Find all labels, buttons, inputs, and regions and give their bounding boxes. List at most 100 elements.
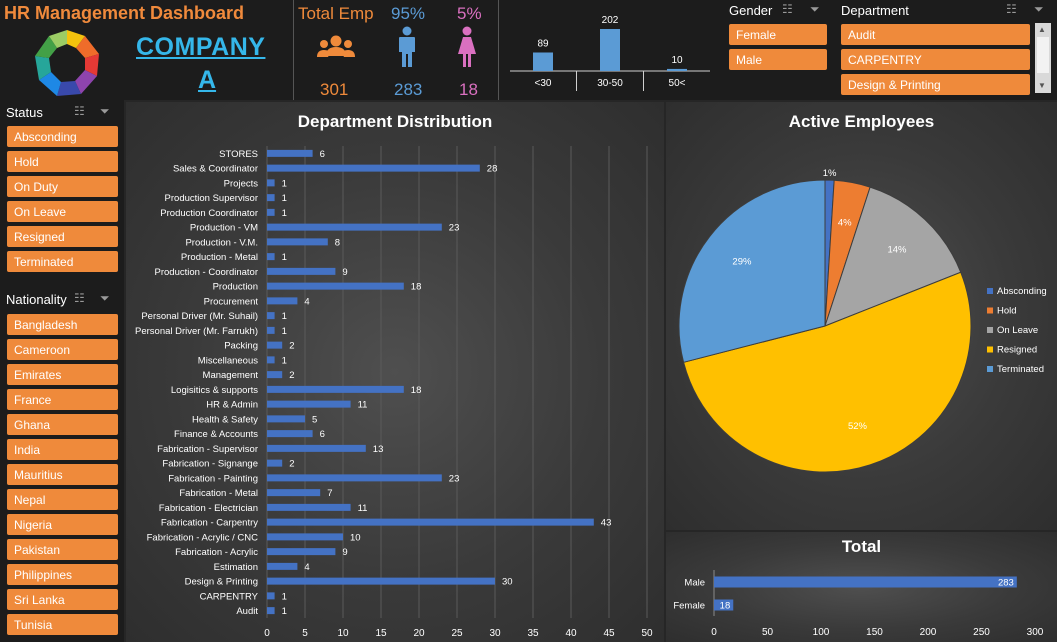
department-category-label: Projects — [224, 178, 259, 189]
department-value-label: 10 — [350, 532, 361, 543]
legend-swatch-on-leave — [987, 327, 993, 333]
scrollbar-thumb[interactable] — [1037, 37, 1049, 73]
nationality-option-emirates[interactable]: Emirates — [7, 364, 118, 385]
scroll-up-icon[interactable]: ▲ — [1038, 25, 1046, 34]
nationality-option-nepal[interactable]: Nepal — [7, 489, 118, 510]
department-value-label: 4 — [304, 296, 309, 307]
department-bar-stores — [267, 149, 313, 157]
total-value-label: 283 — [998, 578, 1014, 589]
multiselect-icon[interactable]: ☷ — [782, 2, 793, 16]
total-x-tick: 100 — [813, 627, 830, 638]
department-category-label: Fabrication - Painting — [168, 473, 258, 484]
nationality-option-mauritius[interactable]: Mauritius — [7, 464, 118, 485]
department-value-label: 28 — [487, 164, 498, 175]
nationality-slicer-title: Nationality — [6, 292, 67, 307]
department-category-label: Design & Printing — [185, 577, 258, 588]
female-count: 18 — [459, 80, 478, 99]
department-option-audit[interactable]: Audit — [841, 24, 1030, 45]
pie-slice-terminated — [678, 179, 826, 363]
department-category-label: Fabrication - Signange — [162, 459, 258, 470]
total-emp-value: 301 — [320, 80, 349, 99]
department-bar-management — [267, 371, 283, 379]
department-bar-production-coordinator — [267, 267, 336, 275]
status-option-on-leave[interactable]: On Leave — [7, 201, 118, 222]
department-category-label: Personal Driver (Mr. Suhail) — [141, 311, 258, 322]
legend-label-terminated: Terminated — [997, 364, 1044, 375]
nationality-option-france[interactable]: France — [7, 389, 118, 410]
nationality-option-india[interactable]: India — [7, 439, 118, 460]
pie-percent-label: 14% — [887, 244, 907, 255]
department-value-label: 9 — [342, 547, 347, 558]
department-option-design-printing[interactable]: Design & Printing — [841, 74, 1030, 95]
department-bar-production — [267, 282, 404, 290]
department-scrollbar[interactable]: ▲ ▼ — [1035, 23, 1051, 93]
filter-icon[interactable]: ⏷ — [1034, 2, 1044, 16]
pie-slice-resigned — [682, 271, 972, 473]
department-slicer-title: Department — [841, 3, 909, 18]
age-value-label: 10 — [671, 55, 683, 66]
department-bar-hr-admin — [267, 400, 351, 408]
department-category-label: Procurement — [204, 296, 259, 307]
department-bar-fabrication-signange — [267, 459, 283, 467]
department-value-label: 1 — [282, 591, 287, 602]
department-category-label: Personal Driver (Mr. Farrukh) — [135, 326, 258, 337]
department-bar-audit — [267, 607, 275, 615]
multiselect-icon[interactable]: ☷ — [74, 104, 85, 118]
multiselect-icon[interactable]: ☷ — [74, 291, 85, 305]
status-option-on-duty[interactable]: On Duty — [7, 176, 118, 197]
department-value-label: 1 — [282, 252, 287, 263]
multiselect-icon[interactable]: ☷ — [1006, 2, 1017, 16]
pie-slice-on-leave — [824, 186, 962, 327]
filter-icon[interactable]: ⏷ — [100, 291, 110, 305]
department-x-tick: 45 — [603, 628, 615, 639]
department-x-tick: 30 — [489, 628, 501, 639]
department-bar-design-printing — [267, 577, 495, 585]
status-option-terminated[interactable]: Terminated — [7, 251, 118, 272]
department-bar-fabrication-supervisor — [267, 444, 366, 452]
department-value-label: 18 — [411, 282, 422, 293]
pie-percent-label: 1% — [823, 168, 837, 179]
department-bar-production-v-m — [267, 238, 328, 246]
active-chart-title: Active Employees — [788, 112, 935, 131]
filter-icon[interactable]: ⏷ — [810, 2, 820, 16]
department-bar-fabrication-acrylic-cnc — [267, 533, 343, 541]
nationality-option-sri-lanka[interactable]: Sri Lanka — [7, 589, 118, 610]
department-category-label: Management — [203, 370, 259, 381]
age-category-label: 50< — [669, 78, 686, 89]
active-employees-chart: 1% 4% 14% 52% 29% Absconding Hold On Leave Resig… — [678, 168, 1047, 473]
nationality-option-pakistan[interactable]: Pakistan — [7, 539, 118, 560]
nationality-option-cameroon[interactable]: Cameroon — [7, 339, 118, 360]
status-option-hold[interactable]: Hold — [7, 151, 118, 172]
status-option-resigned[interactable]: Resigned — [7, 226, 118, 247]
nationality-option-ghana[interactable]: Ghana — [7, 414, 118, 435]
department-bar-logisitics-supports — [267, 385, 404, 393]
department-bar-estimation — [267, 562, 298, 570]
department-x-tick: 15 — [375, 628, 387, 639]
department-x-tick: 35 — [527, 628, 539, 639]
department-value-label: 11 — [358, 503, 368, 514]
filter-icon[interactable]: ⏷ — [100, 104, 110, 118]
nationality-option-nigeria[interactable]: Nigeria — [7, 514, 118, 535]
age-bar-30 — [533, 52, 553, 71]
total-emp-label: Total Emp — [298, 4, 374, 23]
nationality-option-philippines[interactable]: Philippines — [7, 564, 118, 585]
department-value-label: 6 — [320, 149, 325, 160]
nationality-option-tunisia[interactable]: Tunisia — [7, 614, 118, 635]
department-bar-fabrication-acrylic — [267, 548, 336, 556]
department-category-label: Fabrication - Acrylic — [175, 547, 258, 558]
gender-option-male[interactable]: Male — [729, 49, 827, 70]
legend-label-resigned: Resigned — [997, 345, 1037, 356]
department-value-label: 1 — [282, 311, 287, 322]
scroll-down-icon[interactable]: ▼ — [1038, 81, 1046, 90]
male-percent: 95% — [391, 4, 426, 23]
status-option-absconding[interactable]: Absconding — [7, 126, 118, 147]
total-chart: 0 50 100 150 200 250 300 Male 283 Female 18 — [673, 570, 1044, 638]
nationality-option-bangladesh[interactable]: Bangladesh — [7, 314, 118, 335]
gender-option-female[interactable]: Female — [729, 24, 827, 45]
age-value-label: 89 — [537, 38, 549, 49]
group-icon — [317, 35, 355, 57]
department-bar-production-metal — [267, 253, 275, 261]
department-option-carpentry[interactable]: CARPENTRY — [841, 49, 1030, 70]
department-chart-title: Department Distribution — [297, 112, 493, 131]
total-x-tick: 150 — [866, 627, 883, 638]
